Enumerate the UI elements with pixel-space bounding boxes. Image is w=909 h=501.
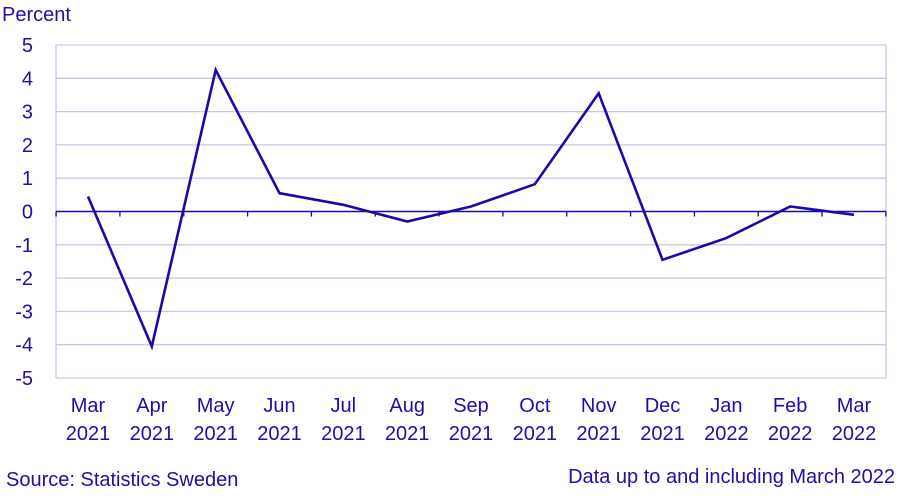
x-tick-label: Nov — [581, 395, 617, 417]
y-tick-label: -3 — [15, 301, 33, 323]
grid-layer — [55, 44, 887, 379]
y-axis-title: Percent — [2, 4, 71, 26]
x-tick-label: 2021 — [257, 423, 302, 445]
x-tick-label: Jul — [331, 395, 357, 417]
y-tick-label: 0 — [22, 202, 33, 224]
x-tick-label: 2021 — [130, 423, 175, 445]
x-tick-label: 2022 — [768, 423, 813, 445]
x-tick-label: May — [197, 395, 235, 417]
source-note: Source: Statistics Sweden — [6, 469, 239, 491]
x-tick-label: Oct — [519, 395, 551, 417]
y-tick-label: -4 — [15, 335, 33, 357]
x-tick-label: 2021 — [385, 423, 430, 445]
x-tick-label: Aug — [389, 395, 425, 417]
x-tick-label: 2021 — [321, 423, 366, 445]
x-tick-label: 2021 — [576, 423, 621, 445]
x-tick-label: Sep — [453, 395, 489, 417]
x-tick-label: Dec — [645, 395, 681, 417]
data-coverage-note: Data up to and including March 2022 — [568, 466, 895, 488]
x-tick-label: Jun — [263, 395, 295, 417]
x-tick-label: Feb — [773, 395, 807, 417]
y-tick-label: 3 — [22, 102, 33, 124]
x-tick-label: 2021 — [640, 423, 685, 445]
x-tick-label: 2022 — [704, 423, 749, 445]
x-tick-label: Apr — [136, 395, 167, 417]
axis-layer — [55, 210, 887, 217]
x-tick-label: 2021 — [193, 423, 238, 445]
series-layer — [86, 66, 855, 351]
line-chart: 5 4 3 2 1 0 -1 -2 -3 -4 -5 Percent Mar 2021 Apr 2021 May… — [2, 4, 887, 445]
x-tick-label: Mar — [837, 395, 872, 417]
y-tick-label: 4 — [22, 68, 33, 90]
y-tick-label: 5 — [22, 35, 33, 57]
x-tick-label: 2021 — [513, 423, 558, 445]
y-tick-label: 2 — [22, 135, 33, 157]
y-tick-label: -1 — [15, 235, 33, 257]
y-tick-label: -5 — [15, 368, 33, 390]
x-tick-label: 2022 — [832, 423, 877, 445]
x-tick-label: Jan — [710, 395, 742, 417]
x-tick-label: 2021 — [66, 423, 111, 445]
label-layer: 5 4 3 2 1 0 -1 -2 -3 -4 -5 Percent Mar 2021 Apr 2021 May… — [2, 4, 876, 445]
y-tick-label: 1 — [22, 168, 33, 190]
y-tick-label: -2 — [15, 268, 33, 290]
x-tick-label: 2021 — [449, 423, 494, 445]
x-tick-label: Mar — [71, 395, 106, 417]
